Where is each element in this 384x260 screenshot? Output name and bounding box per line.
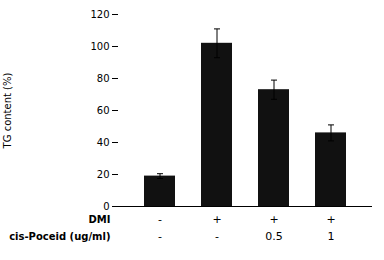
svg-text:DMI: DMI — [89, 214, 111, 225]
svg-text:100: 100 — [90, 41, 109, 52]
svg-text:-: - — [158, 230, 162, 243]
svg-text:120: 120 — [90, 9, 109, 20]
svg-text:20: 20 — [97, 169, 110, 180]
svg-text:TG content (%): TG content (%) — [2, 73, 13, 150]
svg-text:60: 60 — [97, 105, 110, 116]
svg-text:0.5: 0.5 — [265, 230, 283, 243]
svg-text:+: + — [269, 213, 278, 226]
svg-text:1: 1 — [328, 230, 335, 243]
svg-text:80: 80 — [97, 73, 110, 84]
svg-text:-: - — [158, 213, 162, 226]
svg-text:+: + — [326, 213, 335, 226]
svg-text:+: + — [212, 213, 221, 226]
svg-text:-: - — [215, 230, 219, 243]
svg-text:0: 0 — [103, 201, 109, 212]
svg-text:40: 40 — [97, 137, 110, 148]
svg-text:cis-Poceid (ug/ml): cis-Poceid (ug/ml) — [9, 231, 110, 242]
